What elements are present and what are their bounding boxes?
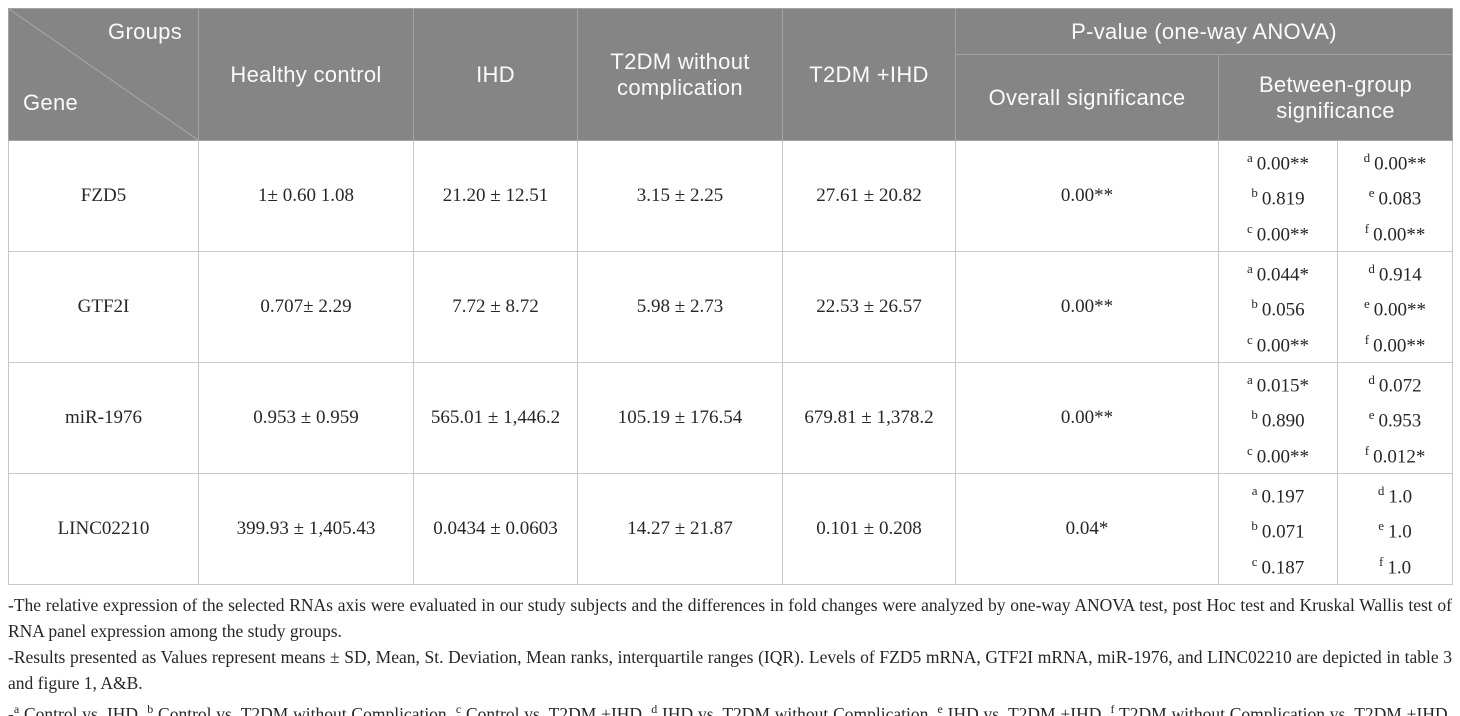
table-row-fzd5: FZD5 1± 0.60 1.08 21.20 ± 12.51 3.15 ± 2… <box>8 140 1454 252</box>
gene-name: LINC02210 <box>8 472 199 585</box>
healthy-control-value: 399.93 ± 1,405.43 <box>198 472 414 585</box>
overall-significance-value: 0.00** <box>955 140 1219 252</box>
gene-expression-table: Groups Gene Healthy control IHD T2DM wit… <box>8 8 1454 585</box>
header-overall-significance: Overall significance <box>955 54 1219 141</box>
header-ihd: IHD <box>413 8 578 141</box>
t2dm-without-value: 5.98 ± 2.73 <box>577 250 783 363</box>
between-group-def: d 0.00** e 0.083 f 0.00** <box>1336 140 1454 252</box>
footnote-results: -Results presented as Values represent m… <box>8 646 1452 693</box>
between-group-abc: a 0.00** b 0.819 c 0.00** <box>1218 140 1338 252</box>
header-between-group-significance: Between-group significance <box>1217 54 1454 141</box>
healthy-control-value: 0.953 ± 0.959 <box>198 361 414 474</box>
t2dm-ihd-value: 679.81 ± 1,378.2 <box>782 361 956 474</box>
between-group-abc: a 0.015* b 0.890 c 0.00** <box>1218 361 1338 474</box>
table-row-mir-1976: miR-1976 0.953 ± 0.959 565.01 ± 1,446.2 … <box>8 361 1454 474</box>
table-row-gtf2i: GTF2I 0.707± 2.29 7.72 ± 8.72 5.98 ± 2.7… <box>8 250 1454 363</box>
header-healthy-control: Healthy control <box>198 8 414 141</box>
header-groups-label: Groups <box>108 19 182 44</box>
ihd-value: 7.72 ± 8.72 <box>413 250 578 363</box>
gene-name: miR-1976 <box>8 361 199 474</box>
t2dm-without-value: 3.15 ± 2.25 <box>577 140 783 252</box>
t2dm-ihd-value: 22.53 ± 26.57 <box>782 250 956 363</box>
table-body: FZD5 1± 0.60 1.08 21.20 ± 12.51 3.15 ± 2… <box>8 140 1454 585</box>
between-group-def: d 1.0 e 1.0 f 1.0 <box>1336 472 1454 585</box>
ihd-value: 0.0434 ± 0.0603 <box>413 472 578 585</box>
healthy-control-value: 1± 0.60 1.08 <box>198 140 414 252</box>
overall-significance-value: 0.00** <box>955 250 1219 363</box>
header-t2dm-ihd: T2DM +IHD <box>782 8 956 141</box>
gene-name: FZD5 <box>8 140 199 252</box>
between-group-def: d 0.914 e 0.00** f 0.00** <box>1336 250 1454 363</box>
overall-significance-value: 0.00** <box>955 361 1219 474</box>
t2dm-without-value: 105.19 ± 176.54 <box>577 361 783 474</box>
ihd-value: 565.01 ± 1,446.2 <box>413 361 578 474</box>
gene-name: GTF2I <box>8 250 199 363</box>
table-footnotes: -The relative expression of the selected… <box>8 592 1452 716</box>
footnote-methods: -The relative expression of the selected… <box>8 594 1452 641</box>
footnote-comparisons: -a Control vs. IHD, b Control vs. T2DM w… <box>8 701 1452 716</box>
diagonal-divider <box>9 9 198 140</box>
healthy-control-value: 0.707± 2.29 <box>198 250 414 363</box>
ihd-value: 21.20 ± 12.51 <box>413 140 578 252</box>
table-row-linc02210: LINC02210 399.93 ± 1,405.43 0.0434 ± 0.0… <box>8 472 1454 585</box>
header-corner-cell: Groups Gene <box>8 8 199 141</box>
t2dm-ihd-value: 27.61 ± 20.82 <box>782 140 956 252</box>
header-pvalue-anova: P-value (one-way ANOVA) <box>954 8 1454 55</box>
t2dm-ihd-value: 0.101 ± 0.208 <box>782 472 956 585</box>
between-group-def: d 0.072 e 0.953 f 0.012* <box>1336 361 1454 474</box>
table-header: Groups Gene Healthy control IHD T2DM wit… <box>8 8 1454 141</box>
overall-significance-value: 0.04* <box>955 472 1219 585</box>
between-group-abc: a 0.197 b 0.071 c 0.187 <box>1218 472 1338 585</box>
t2dm-without-value: 14.27 ± 21.87 <box>577 472 783 585</box>
header-t2dm-without-complication: T2DM without complication <box>577 8 783 141</box>
header-gene-label: Gene <box>23 90 79 115</box>
between-group-abc: a 0.044* b 0.056 c 0.00** <box>1218 250 1338 363</box>
